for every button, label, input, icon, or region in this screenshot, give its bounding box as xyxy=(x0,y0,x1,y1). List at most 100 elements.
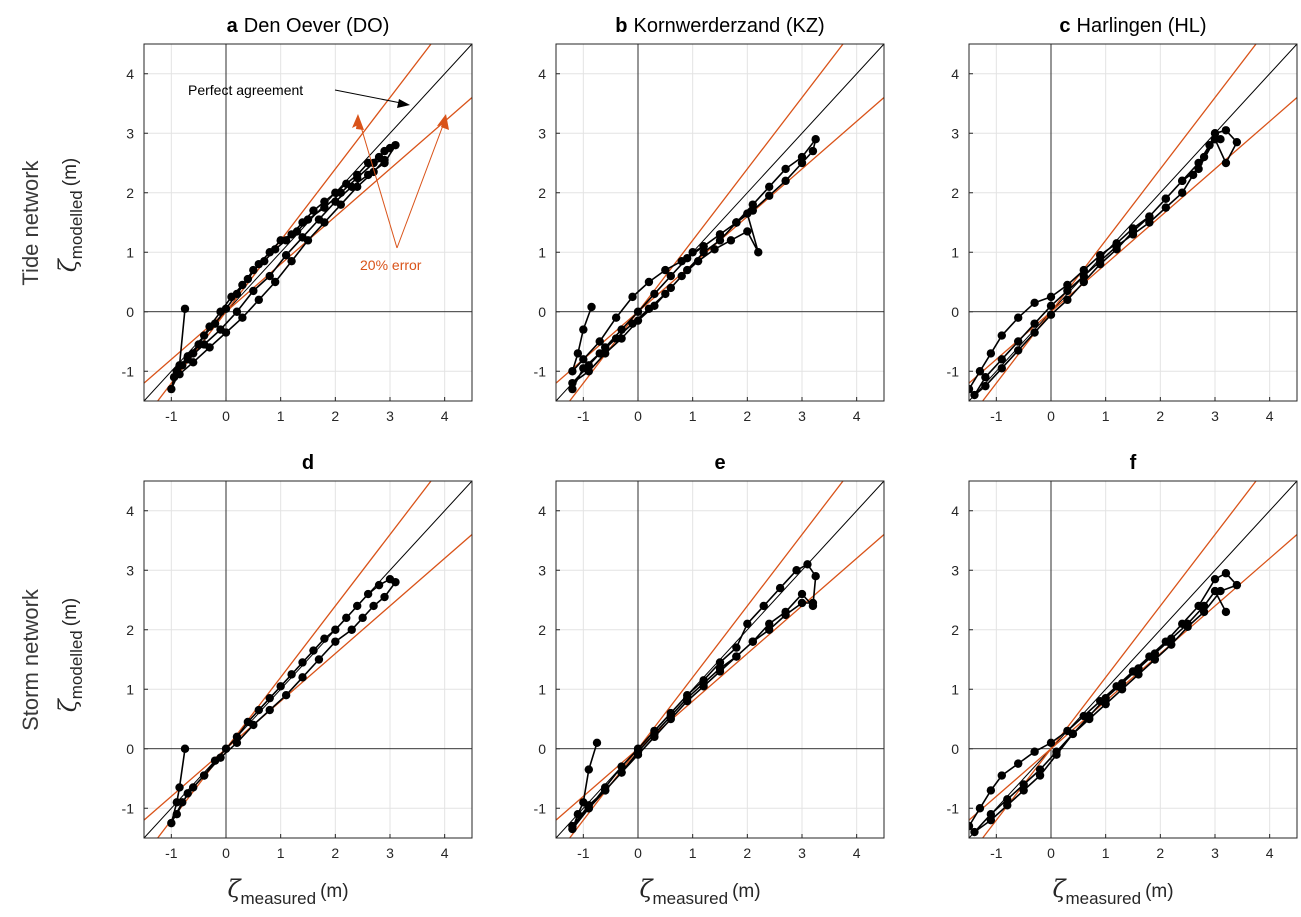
panel-d-point xyxy=(320,634,329,643)
panel-f-point xyxy=(1221,569,1231,578)
annotation-perfect-agreement: Perfect agreement xyxy=(188,82,303,98)
panel-a-point xyxy=(205,343,214,352)
annotations: Perfect agreement 20% error xyxy=(188,82,449,273)
panel-c-point xyxy=(1194,164,1203,174)
panel-d-frame xyxy=(143,480,473,839)
panel-d-point xyxy=(374,580,384,590)
panel-f-ytick-label: 3 xyxy=(951,562,959,578)
panel-c-point xyxy=(1014,313,1023,322)
panel-f-point xyxy=(1199,601,1209,611)
panel-b-point xyxy=(808,146,818,156)
panel-b: -1 0 1 2 3 4 -1 0 1 2 3 4 b Kornwerderzand (KZ) xyxy=(534,15,885,424)
panel-c-error-line-0 xyxy=(981,44,1257,401)
panel-b-point xyxy=(611,334,621,343)
panel-b-point xyxy=(633,307,643,316)
panel-f-point xyxy=(997,771,1006,780)
panel-a-point xyxy=(180,304,190,313)
panel-c-xtick-label: 4 xyxy=(1266,408,1274,424)
panel-f-point xyxy=(1232,580,1242,590)
panel-b-point xyxy=(611,313,621,322)
panel-c-xtick-label: 0 xyxy=(1047,408,1055,424)
panel-e-point xyxy=(699,679,708,688)
panel-e-frame xyxy=(555,480,885,839)
panel-a-xtick-label: 0 xyxy=(222,408,230,424)
panel-f-point xyxy=(1068,729,1078,739)
panel-e-point xyxy=(617,768,626,777)
panel-f-point xyxy=(1046,738,1056,747)
panel-c-point xyxy=(1112,242,1121,251)
panel-d-point xyxy=(172,810,181,819)
panel-f-xtick-label: 0 xyxy=(1047,845,1055,861)
panel-d-point xyxy=(232,738,242,747)
panel-e-point xyxy=(732,643,741,652)
panel-a-point xyxy=(175,370,184,379)
panel-f-point xyxy=(1014,759,1023,768)
panel-c-point xyxy=(1096,251,1105,260)
panel-f-point xyxy=(1101,699,1110,709)
panel-a-point xyxy=(309,206,318,215)
panel-c-title-text: Harlingen (HL) xyxy=(1077,15,1207,37)
panel-a-ytick-label: 4 xyxy=(126,66,134,82)
panel-c-point xyxy=(1046,292,1056,302)
panel-d-xtick-label: 2 xyxy=(331,845,339,861)
panel-d-point xyxy=(276,682,285,691)
panel-a: -1 0 1 2 3 4 -1 0 1 2 3 4 a Den Oever (DO) xyxy=(122,15,473,424)
panel-c-xtick-label: 3 xyxy=(1211,408,1219,424)
panel-d-point xyxy=(254,705,263,715)
panel-a-title-letter: a xyxy=(227,15,239,37)
xlabel-1-subscript: measured xyxy=(240,889,316,908)
panel-d-ytick-label: 0 xyxy=(126,741,134,757)
panel-b-point xyxy=(573,349,583,358)
ylabel-bottom-symbol: ζ xyxy=(54,697,82,712)
panel-f-ytick-label: 4 xyxy=(951,503,959,519)
panel-b-point xyxy=(595,349,604,358)
panel-f-point xyxy=(1003,795,1012,804)
panel-b-ytick-label: 4 xyxy=(538,66,546,82)
panel-a-point xyxy=(243,274,253,284)
panel-e: -1 0 1 2 3 4 -1 0 1 2 3 4 e xyxy=(534,452,885,861)
panel-d-point xyxy=(175,783,184,792)
xlabel-1-symbol: ζ xyxy=(227,875,242,903)
annotation-20pct-error: 20% error xyxy=(360,257,422,273)
panel-b-title: b Kornwerderzand (KZ) xyxy=(615,15,824,37)
panel-e-point xyxy=(811,572,820,581)
panel-f-ytick-label: 0 xyxy=(951,741,959,757)
panel-d-ytick-label: 1 xyxy=(126,681,134,697)
panel-c-point xyxy=(1046,310,1056,319)
panel-f-point xyxy=(1101,693,1110,703)
ylabel-top: ζmodelled (m) xyxy=(54,158,86,273)
panel-c-point xyxy=(1014,346,1023,355)
panel-c-point xyxy=(1188,170,1198,180)
panel-f-title: f xyxy=(1130,452,1137,474)
panel-d-point xyxy=(391,577,400,587)
panel-b-ytick-label: 2 xyxy=(538,185,546,201)
panel-b-title-text: Kornwerderzand (KZ) xyxy=(634,15,825,37)
panel-d-point xyxy=(265,705,274,715)
panel-e-point xyxy=(683,693,692,703)
row-label-tide: Tide network xyxy=(18,159,43,285)
panel-f-point xyxy=(986,810,996,819)
panel-f: -1 0 1 2 3 4 -1 0 1 2 3 4 f xyxy=(947,452,1298,861)
panel-e-point xyxy=(601,786,610,795)
panel-d-xtick-label: 1 xyxy=(277,845,285,861)
panel-c-point xyxy=(1161,194,1171,203)
panel-a-point xyxy=(281,236,291,245)
panel-a-xtick-label: 2 xyxy=(331,408,339,424)
panel-e-point xyxy=(732,652,741,661)
panel-e-point xyxy=(592,738,602,747)
panel-b-point xyxy=(666,283,675,293)
panel-b-point xyxy=(617,325,626,334)
error-arrow-line-2 xyxy=(396,119,446,249)
panel-d-point xyxy=(180,744,190,753)
panel-b-xtick-label: 3 xyxy=(798,408,806,424)
panel-f-ytick-label: -1 xyxy=(947,800,960,816)
panel-d-point xyxy=(369,601,378,611)
panel-d-point xyxy=(178,798,187,807)
panel-d-point xyxy=(358,613,367,623)
panel-b-point xyxy=(579,355,588,364)
panel-c-xtick-label: 1 xyxy=(1102,408,1110,424)
panel-a-point xyxy=(271,277,280,287)
panel-d-point xyxy=(353,601,362,611)
panel-b-plot-area xyxy=(556,44,884,401)
panel-a-xtick-label: -1 xyxy=(165,408,178,424)
